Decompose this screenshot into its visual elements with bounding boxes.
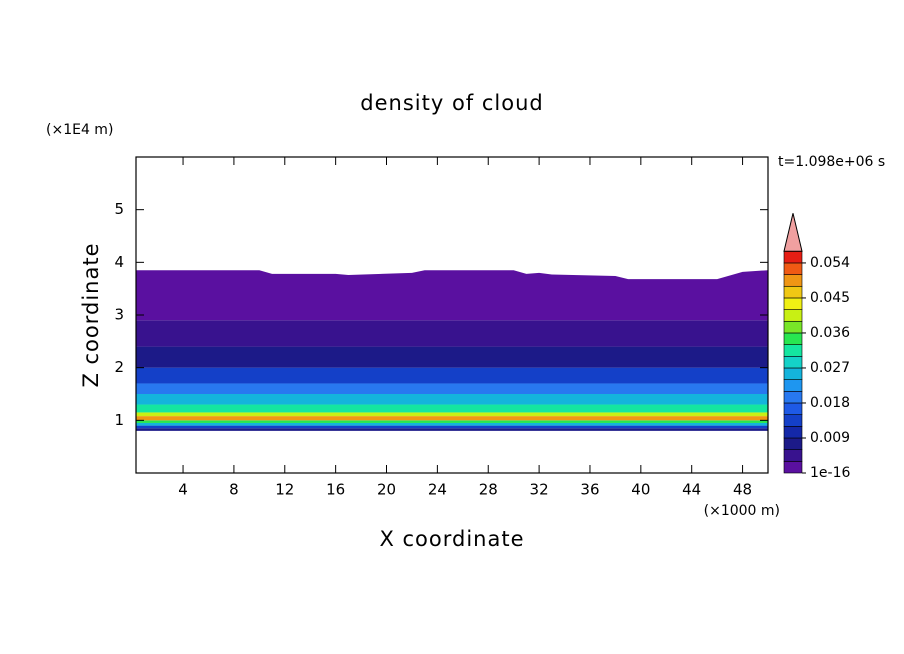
y-tick-label: 4 [114,253,124,271]
colorbar-tick-label: 0.054 [810,255,850,271]
colorbar-tick-label: 1e-16 [810,465,850,481]
y-tick-label: 2 [114,358,124,376]
x-tick-label: 20 [377,481,396,499]
chart-title: density of cloud [360,91,543,115]
contour-band [136,420,768,423]
colorbar-tick-label: 0.027 [810,360,850,376]
x-axis-label: X coordinate [379,527,524,551]
y-unit: (×1E4 m) [46,122,113,138]
colorbar-segment [783,461,803,474]
colorbar-segment [783,367,803,380]
x-tick-label: 40 [631,481,650,499]
x-unit: (×1000 m) [704,503,780,519]
colorbar-tick-label: 0.018 [810,395,850,411]
colorbar-segment [783,332,803,345]
colorbar-tick-label: 0.036 [810,325,850,341]
x-tick-label: 4 [178,481,188,499]
x-tick-label: 8 [229,481,239,499]
x-tick-label: 48 [733,481,752,499]
colorbar-segment [783,297,803,310]
colorbar-segment [783,414,803,427]
x-tick-label: 12 [275,481,294,499]
y-tick-label: 5 [114,200,124,218]
x-tick-label: 44 [682,481,701,499]
x-tick-label: 36 [580,481,599,499]
y-tick-label: 1 [114,411,124,429]
contour-band [136,394,768,405]
contour-band [136,412,768,417]
colorbar-tick-label: 0.009 [810,430,850,446]
contour-band [136,404,768,413]
contour-band [136,416,768,421]
colorbar-segment [783,437,803,450]
colorbar-segment [783,274,803,287]
colorbar-segment [783,379,803,392]
contour-band [136,422,768,426]
x-tick-label: 16 [326,481,345,499]
annotation: t=1.098e+06 s [778,154,885,170]
colorbar-segment [783,426,803,439]
colorbar-segment [783,402,803,415]
colorbar-tick-label: 0.045 [810,290,850,306]
contour-band [136,383,768,394]
colorbar-extend [783,213,803,252]
field [136,157,768,431]
contour-band [136,346,768,368]
y-axis-label: Z coordinate [79,242,103,387]
colorbar-segment [783,355,803,369]
colorbar-segment [783,344,803,357]
y-tick-label: 3 [114,306,124,324]
colorbar-segment [783,320,803,334]
colorbar-segment [783,285,803,299]
colorbar-segment [783,250,803,264]
contour-band [136,320,768,347]
colorbar-segment [783,391,803,404]
x-tick-label: 24 [428,481,447,499]
contour-band [136,428,768,431]
cloud-top [136,157,768,280]
colorbar-segment [783,262,803,275]
contour-band [136,425,768,429]
x-tick-label: 32 [530,481,549,499]
x-tick-label: 28 [479,481,498,499]
colorbar-segment [783,449,803,462]
contour-band [136,367,768,384]
colorbar-segment [783,309,803,322]
